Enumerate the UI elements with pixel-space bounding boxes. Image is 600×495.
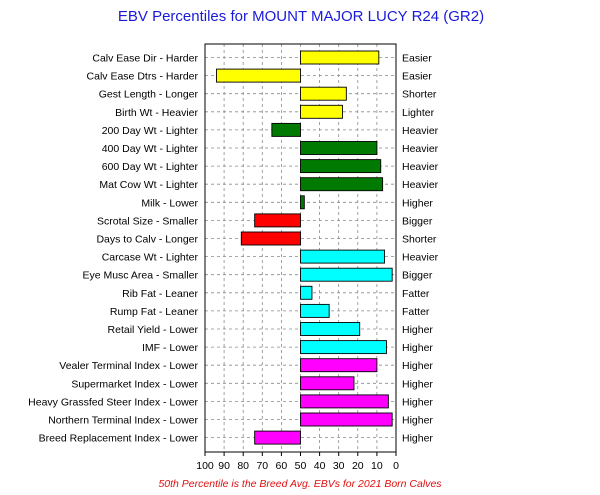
- direction-label: Bigger: [402, 215, 433, 227]
- bar: [300, 141, 378, 155]
- bar: [300, 322, 361, 336]
- bar: [216, 68, 301, 83]
- direction-label: Heavier: [402, 125, 439, 137]
- bar: [300, 195, 305, 210]
- category-label: Mat Cow Wt - Lighter: [99, 179, 198, 191]
- direction-label: Higher: [402, 396, 433, 408]
- bar: [254, 213, 301, 228]
- bar: [300, 86, 347, 101]
- bar: [300, 159, 382, 174]
- category-label: Breed Replacement Index - Lower: [39, 433, 199, 445]
- direction-label: Lighter: [402, 107, 435, 119]
- category-label: Rib Fat - Leaner: [122, 288, 198, 300]
- grid-layer: [205, 44, 396, 452]
- direction-label: Heavier: [402, 252, 439, 264]
- direction-label: Heavier: [402, 143, 439, 155]
- bar: [300, 340, 387, 355]
- bars-layer: [216, 50, 393, 445]
- category-label: Supermarket Index - Lower: [71, 378, 198, 390]
- bar: [300, 412, 393, 427]
- direction-label: Higher: [402, 197, 433, 209]
- category-label: Heavy Grassfed Steer Index - Lower: [28, 396, 198, 408]
- chart-title: EBV Percentiles for MOUNT MAJOR LUCY R24…: [118, 8, 484, 25]
- direction-labels: Easier Easier Shorter Lighter Heavier Heavier…: [402, 53, 439, 445]
- category-label: Rump Fat - Leaner: [110, 306, 199, 318]
- direction-label: Higher: [402, 342, 433, 354]
- direction-label: Higher: [402, 324, 433, 336]
- x-tick-label: 20: [352, 460, 364, 472]
- bar: [300, 285, 313, 300]
- x-tick-label: 50: [295, 460, 307, 472]
- bar: [300, 376, 355, 391]
- direction-label: Shorter: [402, 234, 437, 246]
- x-tick-label: 90: [218, 460, 230, 472]
- category-label: Milk - Lower: [141, 197, 198, 209]
- category-label: 600 Day Wt - Lighter: [102, 161, 199, 173]
- x-tick-label: 60: [276, 460, 288, 472]
- direction-label: Bigger: [402, 270, 433, 282]
- direction-label: Higher: [402, 433, 433, 445]
- category-label: 400 Day Wt - Lighter: [102, 143, 199, 155]
- x-tick-label: 10: [371, 460, 383, 472]
- x-tick-label: 70: [256, 460, 268, 472]
- direction-label: Heavier: [402, 179, 439, 191]
- direction-label: Fatter: [402, 306, 430, 318]
- x-tick-label: 30: [333, 460, 345, 472]
- x-tick-label: 0: [393, 460, 399, 472]
- x-axis-ticks: 100 90 80 70 60 50 40 30 20 10 0: [196, 452, 399, 472]
- bar: [300, 177, 384, 192]
- bar: [300, 358, 378, 373]
- direction-label: Higher: [402, 415, 433, 427]
- direction-label: Heavier: [402, 161, 439, 173]
- category-label: 200 Day Wt - Lighter: [102, 125, 199, 137]
- direction-label: Higher: [402, 378, 433, 390]
- direction-label: Easier: [402, 53, 432, 65]
- category-label: Vealer Terminal Index - Lower: [59, 360, 198, 372]
- bar: [300, 303, 330, 318]
- category-label: Calv Ease Dtrs - Harder: [87, 71, 199, 83]
- category-label: Eye Musc Area - Smaller: [82, 270, 198, 282]
- bar: [240, 231, 301, 246]
- direction-label: Easier: [402, 71, 432, 83]
- category-label: Northern Terminal Index - Lower: [48, 415, 198, 427]
- bar: [271, 122, 301, 137]
- bar: [300, 249, 385, 264]
- bar: [254, 430, 301, 445]
- x-tick-label: 40: [314, 460, 326, 472]
- bar: [300, 267, 393, 282]
- bar: [300, 50, 380, 65]
- category-label: Days to Calv - Longer: [96, 234, 198, 246]
- bar: [300, 394, 389, 409]
- category-label: Retail Yield - Lower: [108, 324, 199, 336]
- direction-label: Higher: [402, 360, 433, 372]
- chart-footnote: 50th Percentile is the Breed Avg. EBVs f…: [158, 478, 442, 490]
- category-label: Scrotal Size - Smaller: [97, 215, 198, 227]
- x-tick-label: 100: [196, 460, 214, 472]
- category-label: Birth Wt - Heavier: [115, 107, 198, 119]
- x-tick-label: 80: [237, 460, 249, 472]
- category-label: IMF - Lower: [142, 342, 199, 354]
- direction-label: Shorter: [402, 89, 437, 101]
- category-label: Gest Length - Longer: [99, 89, 199, 101]
- bar: [300, 104, 343, 119]
- category-label: Calv Ease Dir - Harder: [92, 53, 198, 65]
- direction-label: Fatter: [402, 288, 430, 300]
- category-label: Carcase Wt - Lighter: [102, 252, 199, 264]
- category-labels: Calv Ease Dir - Harder Calv Ease Dtrs - H…: [28, 53, 198, 445]
